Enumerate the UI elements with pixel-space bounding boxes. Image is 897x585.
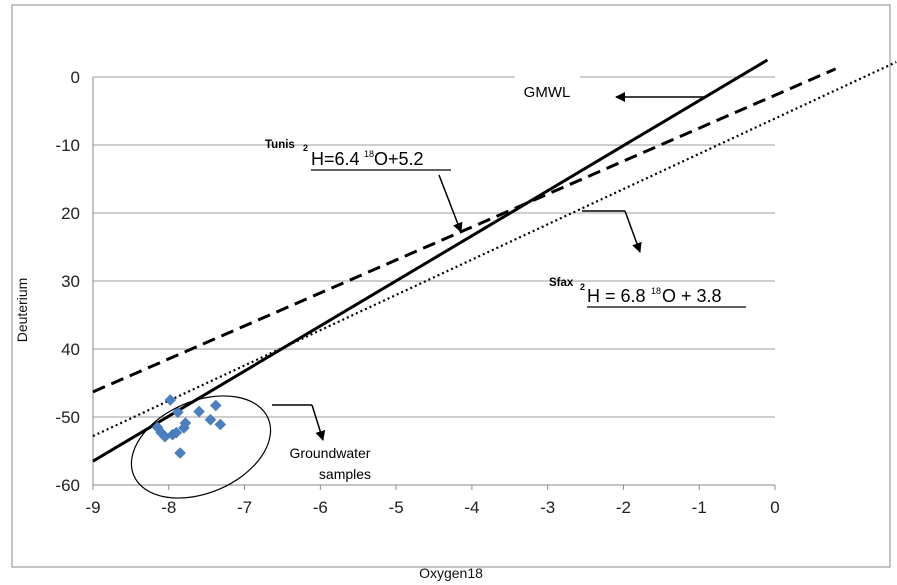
tunis-eq-part2: O+5.2	[374, 149, 424, 169]
x-tick-labels: -9 -8 -7 -6 -5 -4 -3 -2 -1 0	[85, 498, 779, 517]
tunis-line	[92, 67, 837, 394]
groundwater-point	[179, 417, 192, 429]
groundwater-annotation: Groundwater samples	[130, 395, 371, 499]
x-tick-label: -3	[540, 498, 555, 517]
tunis-superscript: 18	[364, 149, 374, 159]
x-tick-label: -7	[237, 498, 252, 517]
y-axis-title: Deuterium	[14, 278, 30, 343]
x-tick-label: 0	[770, 498, 779, 517]
groundwater-point	[172, 406, 184, 419]
groundwater-ellipse	[130, 395, 272, 499]
groundwater-arrow	[311, 404, 326, 441]
groundwater-point	[170, 426, 183, 439]
groundwater-point	[214, 418, 227, 431]
sfax-arrow	[624, 210, 642, 253]
groundwater-point	[193, 405, 205, 418]
gmwl-annotation: GMWL	[515, 76, 706, 104]
tunis-prefix: Tunis	[265, 139, 295, 151]
tunis-eq-part1: H=6.4	[311, 149, 360, 169]
gridlines	[92, 76, 776, 490]
axes	[92, 77, 775, 486]
gmwl-label: GMWL	[524, 84, 571, 101]
tunis-arrow	[438, 174, 463, 233]
sfax-eq-part1: H = 6.8	[587, 286, 646, 306]
sfax-equation: Sfax 2 H = 6.8 18 O + 3.8	[549, 210, 746, 308]
sfax-subscript: 2	[580, 282, 585, 292]
y-tick-label: 40	[61, 340, 80, 359]
tunis-equation: Tunis 2 H=6.4 18 O+5.2	[265, 139, 463, 233]
groundwater-point	[164, 394, 177, 406]
y-tick-label: -60	[55, 476, 80, 495]
gmwl-line	[92, 58, 769, 463]
groundwater-label-line1: Groundwater	[290, 445, 371, 461]
y-tick-label: 30	[61, 272, 80, 291]
x-tick-label: -5	[389, 498, 404, 517]
y-tick-labels: 0 -10 20 30 40 -50 -60	[55, 68, 80, 495]
sfax-eq-part2: O + 3.8	[662, 286, 722, 306]
y-tick-label: 20	[61, 204, 80, 223]
regression-lines	[92, 58, 897, 463]
groundwater-points	[151, 394, 227, 459]
y-tick-label: 0	[71, 68, 80, 87]
gmwl-label-box	[515, 76, 580, 104]
x-axis-title: Oxygen18	[419, 565, 483, 581]
sfax-superscript: 18	[651, 286, 661, 296]
groundwater-point	[209, 399, 222, 412]
x-tick-label: -4	[464, 498, 479, 517]
x-tick-label: -6	[313, 498, 328, 517]
x-tick-label: -9	[85, 498, 100, 517]
sfax-prefix: Sfax	[549, 277, 574, 289]
x-tick-label: -2	[616, 498, 631, 517]
chart-frame	[11, 4, 891, 568]
x-tick-label: -1	[692, 498, 707, 517]
y-tick-label: -10	[55, 136, 80, 155]
groundwater-point	[204, 413, 217, 426]
x-tick-label: -8	[161, 498, 176, 517]
y-tick-label: -50	[55, 408, 80, 427]
groundwater-label-line2: samples	[319, 466, 371, 482]
groundwater-point	[174, 447, 186, 459]
tunis-subscript: 2	[303, 143, 308, 153]
